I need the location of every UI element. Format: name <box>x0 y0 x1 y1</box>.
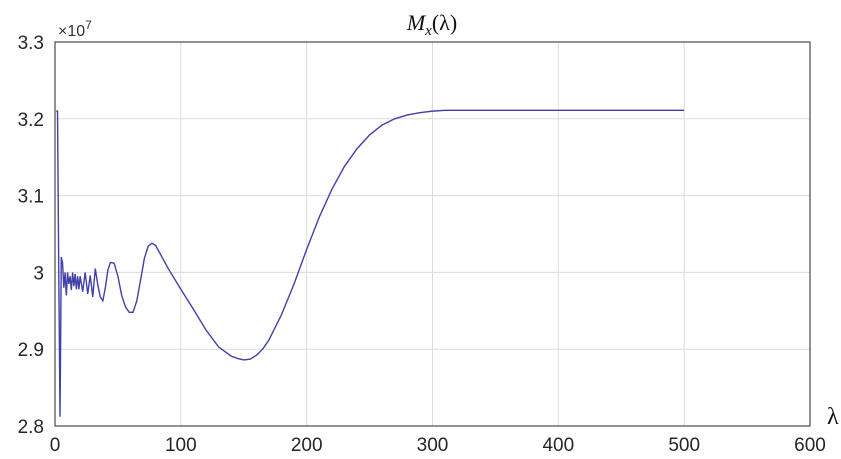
series-line <box>56 109 685 417</box>
y-tick-label: 2.9 <box>18 340 44 361</box>
x-tick-label: 500 <box>668 435 700 456</box>
x-tick-label: 200 <box>291 435 323 456</box>
x-tick-label: 100 <box>165 435 197 456</box>
y-tick-label: 2.8 <box>18 417 44 438</box>
x-tick-label: 0 <box>50 435 61 456</box>
y-tick-label: 3.1 <box>18 187 44 208</box>
x-tick-label: 300 <box>417 435 449 456</box>
chart-title: Mx(λ) <box>406 10 457 39</box>
y-tick-label: 3 <box>33 263 44 284</box>
y-tick-label: 3.3 <box>18 33 44 54</box>
x-axis-label: λ <box>827 404 839 430</box>
y-tick-label: 3.2 <box>18 110 44 131</box>
y-multiplier-label: ×107 <box>58 18 92 40</box>
tick-labels: 0 100 200 300 400 500 600 2.8 2.9 3 3.1 3.2 3.3 <box>18 33 826 456</box>
x-tick-label: 400 <box>542 435 574 456</box>
x-tick-label: 600 <box>794 435 826 456</box>
plot-area-frame <box>54 41 811 427</box>
grid-lines <box>55 42 810 426</box>
